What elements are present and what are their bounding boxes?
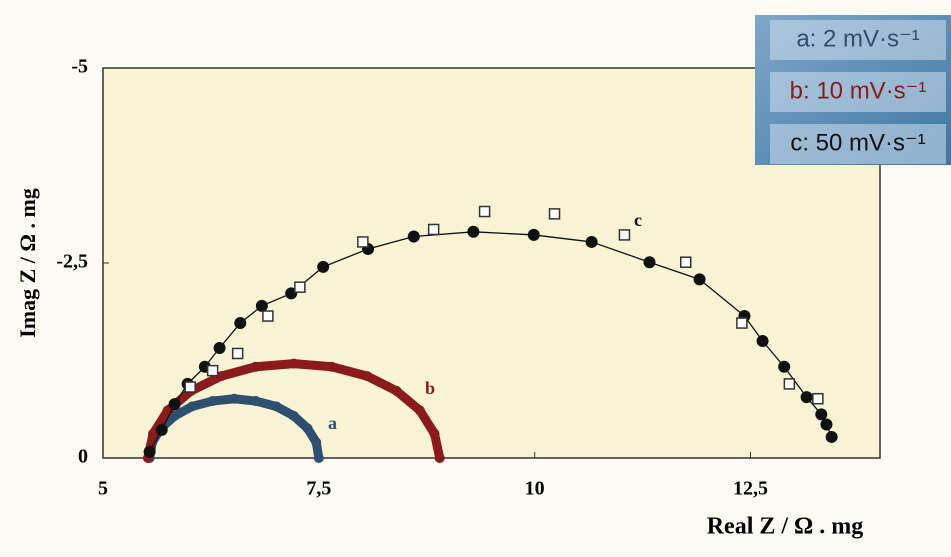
marker bbox=[693, 273, 706, 286]
marker bbox=[585, 235, 598, 248]
plot-area bbox=[102, 67, 881, 459]
marker bbox=[783, 378, 796, 390]
marker bbox=[206, 364, 219, 377]
marker bbox=[184, 381, 196, 393]
marker bbox=[527, 228, 540, 241]
marker bbox=[207, 396, 218, 407]
marker bbox=[407, 230, 420, 243]
marker bbox=[736, 317, 748, 329]
x-tick-label: 10 bbox=[525, 478, 545, 500]
marker bbox=[812, 392, 824, 405]
marker bbox=[548, 208, 561, 220]
marker bbox=[313, 453, 324, 463]
marker bbox=[168, 398, 181, 411]
legend-entry-bg bbox=[770, 20, 946, 60]
marker bbox=[288, 410, 299, 421]
marker bbox=[148, 428, 159, 439]
marker bbox=[467, 225, 480, 238]
marker bbox=[756, 335, 769, 347]
marker bbox=[250, 396, 261, 407]
annotation: c bbox=[634, 210, 642, 230]
x-tick-label: 12,5 bbox=[733, 478, 768, 500]
marker bbox=[250, 361, 261, 372]
marker bbox=[317, 260, 330, 273]
marker bbox=[155, 423, 168, 436]
marker bbox=[429, 428, 440, 439]
marker bbox=[618, 229, 631, 241]
legend-entry-bg bbox=[770, 124, 946, 164]
marker bbox=[391, 385, 402, 396]
marker bbox=[427, 223, 440, 236]
marker bbox=[643, 256, 656, 269]
marker bbox=[357, 236, 369, 248]
marker bbox=[414, 405, 425, 416]
marker bbox=[255, 299, 268, 312]
marker bbox=[143, 445, 156, 458]
marker bbox=[326, 361, 337, 372]
marker bbox=[478, 205, 491, 218]
legend-label: a: 2 mV·s⁻¹ bbox=[796, 25, 919, 52]
marker bbox=[231, 347, 244, 360]
marker bbox=[820, 418, 833, 431]
marker bbox=[778, 360, 791, 373]
marker bbox=[680, 256, 692, 268]
marker bbox=[216, 371, 227, 382]
y-tick-label: -5 bbox=[71, 56, 88, 78]
marker bbox=[815, 408, 828, 421]
marker bbox=[434, 453, 445, 463]
y-axis-title: Imag Z / Ω . mg bbox=[15, 188, 40, 338]
x-tick-label: 7,5 bbox=[306, 478, 331, 500]
legend-label: c: 50 mV·s⁻¹ bbox=[790, 129, 925, 156]
marker bbox=[800, 391, 813, 404]
marker bbox=[288, 358, 299, 369]
marker bbox=[186, 401, 197, 412]
marker bbox=[294, 281, 306, 293]
x-tick-label: 5 bbox=[98, 478, 108, 500]
marker bbox=[169, 410, 180, 421]
legend-label: b: 10 mV·s⁻¹ bbox=[790, 77, 927, 104]
marker bbox=[311, 437, 322, 448]
y-tick-label: 0 bbox=[78, 446, 88, 468]
x-axis-title: Real Z / Ω . mg bbox=[707, 514, 864, 540]
marker bbox=[825, 430, 838, 443]
annotation: b bbox=[425, 378, 435, 398]
marker bbox=[213, 342, 226, 355]
annotation: a bbox=[328, 413, 337, 433]
marker bbox=[271, 401, 282, 412]
y-tick-label: -2,5 bbox=[56, 251, 88, 273]
marker bbox=[302, 423, 313, 434]
marker bbox=[229, 393, 240, 404]
marker bbox=[262, 310, 274, 322]
legend-entry-bg bbox=[770, 72, 946, 112]
marker bbox=[234, 317, 247, 330]
marker bbox=[362, 371, 373, 382]
